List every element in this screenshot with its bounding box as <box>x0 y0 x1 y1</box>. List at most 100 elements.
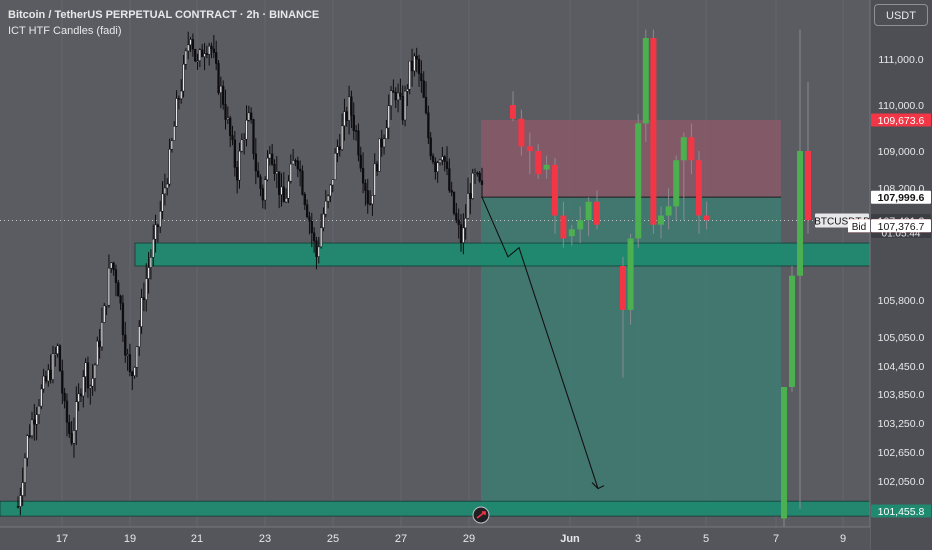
x-tick-label: 9 <box>840 533 846 545</box>
ltf-candle-body <box>473 172 477 175</box>
price-label-bid[interactable] <box>871 219 931 233</box>
htf-candle-body[interactable] <box>703 215 710 221</box>
ltf-candle-body <box>275 171 278 174</box>
htf-candle-body[interactable] <box>665 206 672 216</box>
y-tick-label: 103,250.0 <box>878 418 925 430</box>
ltf-candle-body <box>382 138 386 148</box>
ltf-candle-body <box>236 167 239 181</box>
ltf-candle-body <box>434 161 437 173</box>
ltf-candle-body <box>438 159 442 163</box>
htf-candle-body[interactable] <box>688 137 695 161</box>
bottom-zone[interactable] <box>0 500 871 517</box>
ltf-candle-body <box>70 433 73 444</box>
price-label-zone-top[interactable] <box>871 113 931 127</box>
x-tick-label: 5 <box>703 533 709 545</box>
ltf-candle-body <box>317 246 320 257</box>
htf-candle-body[interactable] <box>568 229 575 237</box>
ltf-candle-body <box>147 267 150 279</box>
ltf-candle-body <box>338 146 341 150</box>
ltf-candle-body <box>16 506 20 508</box>
price-label-entry[interactable] <box>871 190 931 204</box>
htf-candle-body[interactable] <box>560 215 567 239</box>
htf-candle-body[interactable] <box>585 201 592 221</box>
price-axis-bg[interactable] <box>870 0 932 550</box>
ltf-candle-body <box>61 370 64 394</box>
htf-candle-body[interactable] <box>658 215 664 225</box>
ltf-candle-body <box>478 172 481 182</box>
symbol-title[interactable]: Bitcoin / TetherUS PERPETUAL CONTRACT · … <box>8 9 320 21</box>
htf-candle-body[interactable] <box>635 123 642 239</box>
htf-candle-body[interactable] <box>650 38 657 225</box>
htf-candle-body[interactable] <box>797 151 803 276</box>
ltf-candle-body <box>252 119 255 155</box>
ltf-candle-body <box>131 371 134 376</box>
ltf-candle-body <box>326 195 330 202</box>
htf-candle-body[interactable] <box>789 275 795 387</box>
ltf-candle-body <box>135 346 139 368</box>
ltf-candle-body <box>450 190 453 193</box>
ltf-candle-body <box>189 39 192 46</box>
position-risk-area[interactable] <box>481 120 781 198</box>
currency-button[interactable]: USDT <box>874 4 928 26</box>
y-tick-label: 110,000.0 <box>878 100 924 112</box>
demand-zone[interactable] <box>134 242 871 267</box>
htf-candle-body[interactable] <box>620 266 626 310</box>
indicator-label[interactable]: ICT HTF Candles (fadi) <box>8 25 122 37</box>
ltf-candle-body <box>361 167 365 184</box>
htf-candle-body[interactable] <box>518 118 525 147</box>
ltf-candle-body <box>298 168 302 172</box>
tag-bid[interactable] <box>848 219 870 233</box>
htf-candle-body[interactable] <box>642 38 649 124</box>
ltf-candle-body <box>347 96 351 121</box>
countdown-label: 01:05:44 <box>882 229 921 240</box>
x-tick-label: 17 <box>56 533 68 545</box>
htf-candle-body[interactable] <box>510 105 516 119</box>
time-axis-bg[interactable] <box>0 527 870 550</box>
ltf-candle-body <box>268 153 271 159</box>
ltf-candle-body <box>89 385 92 389</box>
htf-candle-body[interactable] <box>680 137 687 161</box>
ltf-candle-body <box>415 55 418 60</box>
ltf-candle-body <box>350 96 353 116</box>
htf-candle-body[interactable] <box>526 146 533 151</box>
htf-candle-body[interactable] <box>627 238 634 310</box>
ltf-candle-body <box>273 164 276 174</box>
htf-candle-body[interactable] <box>696 160 702 216</box>
ltf-candle-body <box>33 419 36 425</box>
tag-text-bid: Bid <box>852 222 866 233</box>
price-label-target[interactable] <box>871 504 931 518</box>
htf-candle-body[interactable] <box>577 220 584 230</box>
ltf-candle-body <box>303 194 306 205</box>
ltf-candle-body <box>187 44 190 52</box>
ltf-candle-body <box>340 125 344 150</box>
ltf-candle-body <box>103 305 106 323</box>
htf-candle-body[interactable] <box>673 160 680 207</box>
chart-header: Bitcoin / TetherUS PERPETUAL CONTRACT · … <box>8 7 319 39</box>
ltf-candle-body <box>250 112 253 120</box>
ltf-candle-body <box>308 216 311 222</box>
ltf-candle-body <box>170 140 174 150</box>
htf-candle-body[interactable] <box>552 164 558 216</box>
projection-path[interactable] <box>481 196 599 489</box>
ltf-candle-body <box>219 85 223 93</box>
ltf-candle-body <box>469 193 472 199</box>
ltf-candle-body <box>161 193 164 212</box>
ltf-candle-body <box>231 135 234 141</box>
ltf-candle-body <box>315 240 318 257</box>
htf-candle-body[interactable] <box>535 151 542 175</box>
ltf-candle-body <box>233 139 236 168</box>
ltf-candle-body <box>373 163 376 196</box>
ltf-candle-body <box>261 188 264 201</box>
htf-candle-body[interactable] <box>594 201 600 225</box>
price-label-text-zone-top: 109,673.6 <box>878 115 925 127</box>
htf-candle-body[interactable] <box>805 151 811 221</box>
ltf-candle-body <box>459 224 463 243</box>
ltf-candle-body <box>19 495 22 507</box>
htf-candle-body[interactable] <box>781 387 787 519</box>
x-tick-label: Jun <box>560 533 580 545</box>
ltf-candle-body <box>72 430 76 444</box>
ltf-candle-body <box>387 105 390 129</box>
htf-candle-body[interactable] <box>543 164 550 170</box>
